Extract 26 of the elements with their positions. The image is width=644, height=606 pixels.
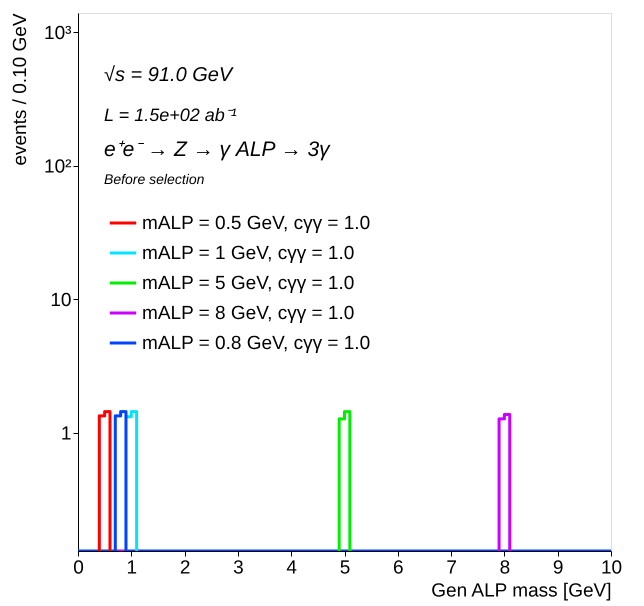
annotation: √s = 91.0 GeV (104, 64, 234, 86)
legend-label: mALP = 0.5 GeV, cγγ = 1.0 (142, 213, 370, 234)
x-axis-title: Gen ALP mass [GeV] (431, 580, 612, 602)
legend-label: mALP = 0.8 GeV, cγγ = 1.0 (142, 333, 370, 354)
legend-label: mALP = 8 GeV, cγγ = 1.0 (142, 303, 354, 324)
y-tick-label: 10³ (44, 22, 72, 44)
y-tick-label: 10 (50, 290, 72, 311)
x-tick-label: 0 (73, 558, 84, 578)
annotation: L = 1.5e+02 ab⁻¹ (104, 105, 237, 125)
x-tick-label: 1 (126, 558, 138, 578)
x-tick-label: 5 (340, 558, 350, 578)
y-tick-label: 1 (60, 423, 72, 444)
y-axis-title: events / 0.10 GeV (10, 13, 32, 166)
x-tick-label: 10 (600, 558, 622, 578)
x-tick-label: 6 (393, 558, 404, 578)
y-tick-label: 10² (44, 156, 72, 178)
x-tick-label: 4 (286, 558, 298, 578)
x-tick-label: 2 (180, 558, 190, 578)
annotation: e⁺e⁻ → Z → γ ALP → 3γ (104, 138, 332, 161)
legend-label: mALP = 5 GeV, cγγ = 1.0 (142, 273, 354, 294)
annotation: Before selection (104, 171, 205, 187)
x-tick-label: 9 (552, 558, 564, 578)
x-tick-label: 3 (233, 558, 244, 578)
x-tick-label: 7 (446, 558, 457, 578)
legend-label: mALP = 1 GeV, cγγ = 1.0 (142, 243, 354, 264)
x-tick-label: 8 (500, 558, 510, 578)
